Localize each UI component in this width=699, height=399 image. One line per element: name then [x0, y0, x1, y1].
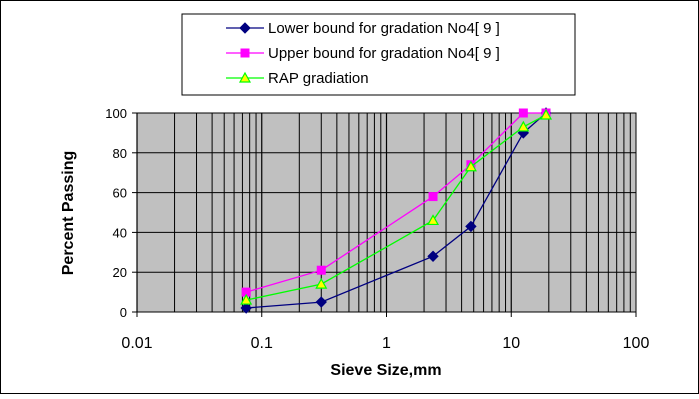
legend-marker	[239, 22, 251, 34]
data-point	[240, 293, 253, 305]
x-axis-title: Sieve Size,mm	[330, 362, 441, 379]
x-tick-label: 0.01	[121, 335, 152, 352]
x-tick-label: 1	[382, 335, 391, 352]
legend-item: RAP gradiation	[226, 70, 369, 87]
data-point	[427, 250, 439, 262]
x-tick-label: 0.1	[251, 335, 273, 352]
legend-items: Lower bound for gradation No4[ 9 ] Upper …	[226, 20, 500, 87]
data-point	[465, 220, 477, 233]
legend-marker	[240, 48, 250, 58]
y-axis-title: Percent Passing	[60, 151, 77, 276]
legend-label: Upper bound for gradation No4[ 9 ]	[268, 45, 500, 62]
series-3	[240, 108, 553, 305]
legend-marker	[238, 71, 252, 83]
y-tick-label: 0	[120, 305, 127, 320]
grid	[136, 112, 636, 313]
y-tick-label: 60	[113, 186, 127, 201]
x-tick-label: 10	[502, 335, 520, 352]
data-point	[518, 108, 528, 118]
data-point	[315, 296, 327, 308]
data-point	[315, 277, 328, 289]
y-tick-label: 100	[105, 106, 127, 121]
x-tick-label: 100	[623, 335, 650, 352]
series-line	[246, 114, 547, 301]
y-tick-label: 40	[113, 225, 127, 240]
data-point	[540, 108, 553, 120]
y-tick-label: 20	[113, 265, 127, 280]
legend-item: Upper bound for gradation No4[ 9 ]	[226, 45, 500, 62]
legend-item: Lower bound for gradation No4[ 9 ]	[226, 20, 500, 37]
data-point	[316, 265, 326, 275]
legend-label: Lower bound for gradation No4[ 9 ]	[268, 20, 500, 37]
y-tick-label: 80	[113, 146, 127, 161]
axes: 0.01 0.1 1 10 100 0 20 40 60 80 100	[105, 106, 649, 352]
series-layer	[240, 107, 553, 314]
data-point	[517, 120, 530, 132]
data-point	[240, 302, 252, 314]
data-point	[428, 192, 438, 202]
legend-label: RAP gradiation	[268, 70, 369, 87]
legend: Lower bound for gradation No4[ 9 ] Upper …	[181, 13, 576, 96]
data-point	[427, 214, 440, 226]
data-point	[464, 160, 477, 172]
